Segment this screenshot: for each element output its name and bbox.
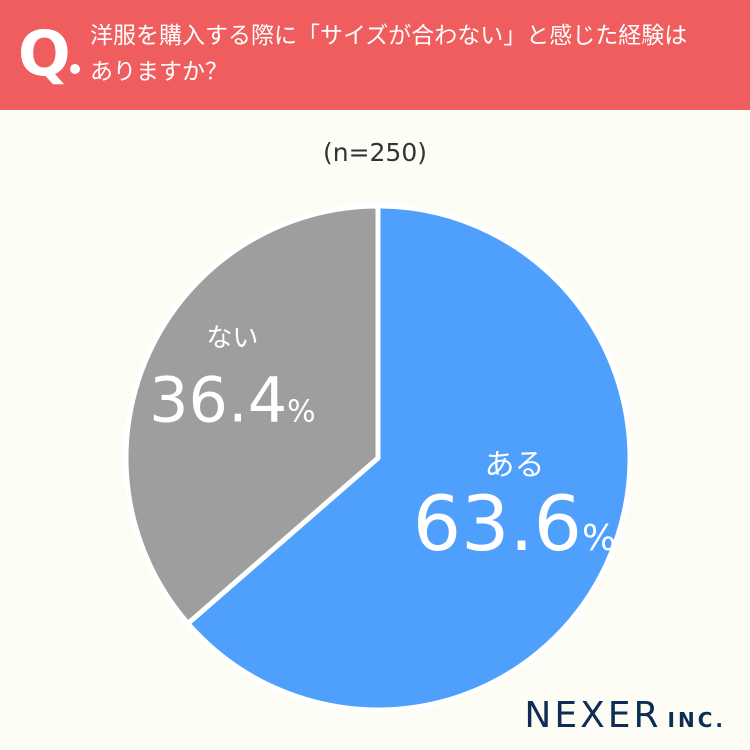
slice-percent-aru: 63.6%: [413, 479, 616, 568]
brand-suffix: INC.: [667, 708, 726, 732]
question-text: 洋服を購入する際に「サイズが合わない」と感じた経験は ありますか？: [90, 18, 730, 90]
sample-size-label: (n=250): [322, 138, 428, 167]
slice-percent-nai: 36.4%: [149, 364, 316, 437]
q-mark: Q: [18, 17, 71, 90]
brand-name: NEXER: [524, 695, 662, 736]
question-header: Q 洋服を購入する際に「サイズが合わない」と感じた経験は ありますか？: [0, 0, 750, 110]
pie-slice-nai: [123, 203, 381, 626]
brand-logo: NEXER INC.: [524, 695, 726, 736]
question-line-2: ありますか？: [90, 59, 228, 85]
question-line-1: 洋服を購入する際に「サイズが合わない」と感じた経験は: [90, 23, 688, 49]
pie-slice-aru: [185, 203, 633, 713]
pie-slices: [123, 203, 633, 713]
slice-label-nai: ない: [206, 324, 258, 354]
q-dot: [70, 64, 80, 74]
slice-label-aru: ある: [485, 448, 545, 483]
